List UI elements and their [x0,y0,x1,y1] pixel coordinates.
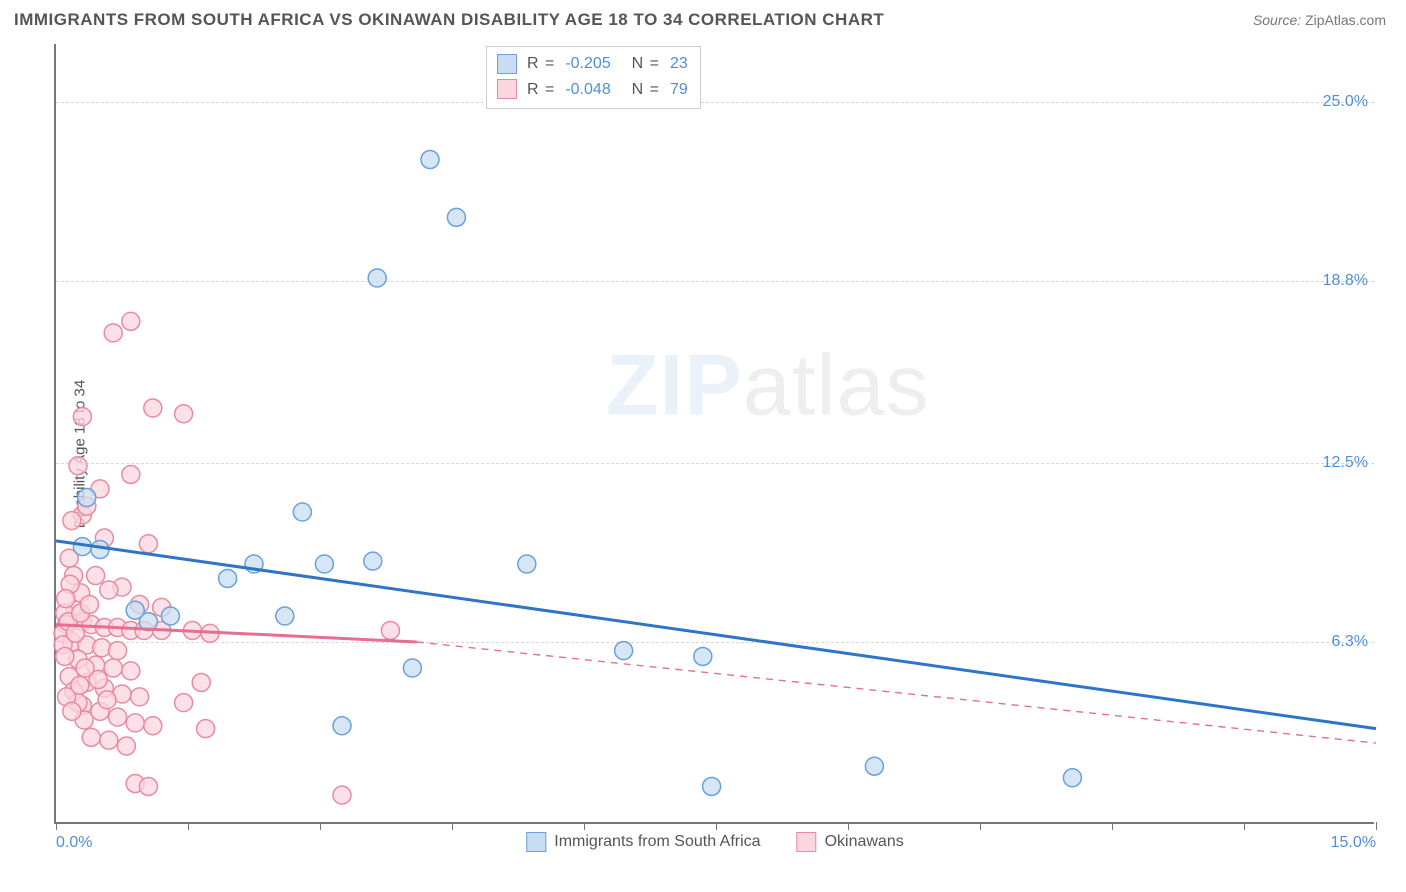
source-value: ZipAtlas.com [1305,12,1386,28]
n-label: N = [621,51,660,77]
x-tick [188,822,189,830]
chart-title: IMMIGRANTS FROM SOUTH AFRICA VS OKINAWAN… [14,10,884,30]
r-value-pink: -0.048 [565,77,610,103]
plot-area: ZIPatlas R = -0.205 N = 23 R = -0.048 N … [54,44,1374,824]
chart-container: Disability Age 18 to 34 ZIPatlas R = -0.… [14,44,1392,864]
swatch-blue [526,832,546,852]
x-tick [452,822,453,830]
x-tick [980,822,981,830]
series-label-blue: Immigrants from South Africa [554,833,760,851]
x-tick [716,822,717,830]
x-tick [848,822,849,830]
trend-line [417,642,1376,743]
series-label-pink: Okinawans [825,833,904,851]
n-value-pink: 79 [670,77,688,103]
r-value-blue: -0.205 [565,51,610,77]
n-value-blue: 23 [670,51,688,77]
x-tick [56,822,57,830]
x-tick [1244,822,1245,830]
swatch-pink [797,832,817,852]
swatch-blue [497,54,517,74]
n-label: N = [621,77,660,103]
x-tick [1376,822,1377,830]
correlation-legend: R = -0.205 N = 23 R = -0.048 N = 79 [486,46,701,109]
source-label: Source: [1253,12,1301,28]
legend-item-pink: Okinawans [797,832,904,852]
x-tick [1112,822,1113,830]
legend-row-pink: R = -0.048 N = 79 [497,77,688,103]
swatch-pink [497,79,517,99]
r-label: R = [527,51,555,77]
x-tick-label: 0.0% [56,834,92,852]
x-tick [320,822,321,830]
r-label: R = [527,77,555,103]
trend-line [56,625,417,642]
x-tick-label: 15.0% [1331,834,1376,852]
legend-row-blue: R = -0.205 N = 23 [497,51,688,77]
legend-item-blue: Immigrants from South Africa [526,832,760,852]
x-tick [584,822,585,830]
trend-lines-layer [56,44,1374,822]
series-legend: Immigrants from South Africa Okinawans [526,832,903,852]
source-citation: Source: ZipAtlas.com [1253,12,1386,28]
